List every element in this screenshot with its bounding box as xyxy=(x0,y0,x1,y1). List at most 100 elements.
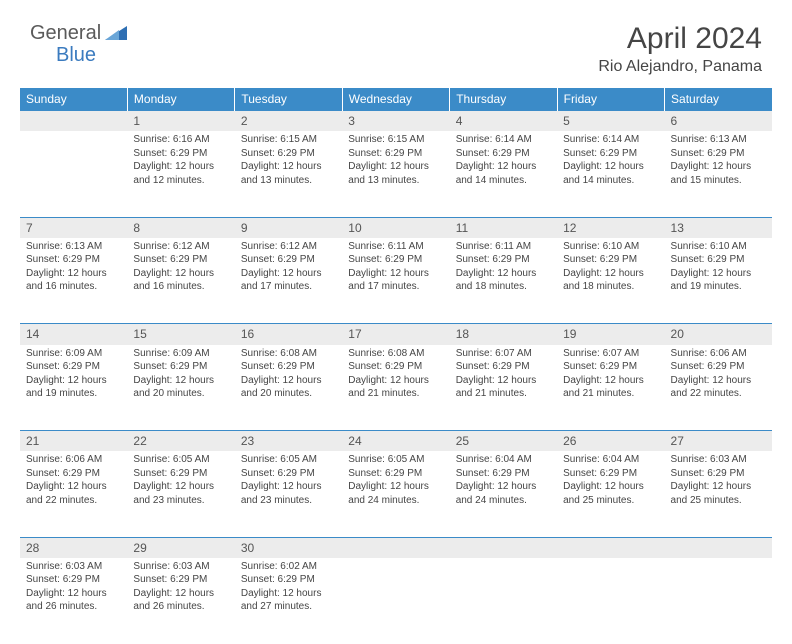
day-cell-header: . xyxy=(450,537,557,558)
day-cell-header: 26 xyxy=(557,431,664,452)
day-cell xyxy=(20,131,127,217)
day-cell: Sunrise: 6:07 AMSunset: 6:29 PMDaylight:… xyxy=(557,345,664,431)
day-cell xyxy=(665,558,772,644)
day-cell-header: 5 xyxy=(557,111,664,132)
day-number: 29 xyxy=(127,538,234,558)
sunset-text: Sunset: 6:29 PM xyxy=(348,360,443,374)
detail-row: Sunrise: 6:13 AMSunset: 6:29 PMDaylight:… xyxy=(20,238,772,324)
sunrise-text: Sunrise: 6:03 AM xyxy=(26,560,121,574)
day-cell: Sunrise: 6:16 AMSunset: 6:29 PMDaylight:… xyxy=(127,131,234,217)
day-cell-header: 19 xyxy=(557,324,664,345)
daylight-text: Daylight: 12 hours and 25 minutes. xyxy=(671,480,766,507)
day-cell-header: 11 xyxy=(450,217,557,238)
day-cell-header: 6 xyxy=(665,111,772,132)
day-cell-header: 10 xyxy=(342,217,449,238)
sunrise-text: Sunrise: 6:15 AM xyxy=(348,133,443,147)
day-cell: Sunrise: 6:08 AMSunset: 6:29 PMDaylight:… xyxy=(342,345,449,431)
day-number: 1 xyxy=(127,111,234,131)
sunrise-text: Sunrise: 6:07 AM xyxy=(456,347,551,361)
day-cell-header: 24 xyxy=(342,431,449,452)
day-cell: Sunrise: 6:15 AMSunset: 6:29 PMDaylight:… xyxy=(235,131,342,217)
day-cell-header: 14 xyxy=(20,324,127,345)
daylight-text: Daylight: 12 hours and 15 minutes. xyxy=(671,160,766,187)
day-details: Sunrise: 6:02 AMSunset: 6:29 PMDaylight:… xyxy=(235,558,342,618)
sunset-text: Sunset: 6:29 PM xyxy=(348,253,443,267)
daylight-text: Daylight: 12 hours and 12 minutes. xyxy=(133,160,228,187)
sunset-text: Sunset: 6:29 PM xyxy=(133,467,228,481)
day-cell-header: 9 xyxy=(235,217,342,238)
sunrise-text: Sunrise: 6:03 AM xyxy=(671,453,766,467)
daynum-row: 14151617181920 xyxy=(20,324,772,345)
day-number: 15 xyxy=(127,324,234,344)
daylight-text: Daylight: 12 hours and 13 minutes. xyxy=(241,160,336,187)
day-cell-header: 22 xyxy=(127,431,234,452)
day-number: 20 xyxy=(665,324,772,344)
day-number: 16 xyxy=(235,324,342,344)
day-number: 27 xyxy=(665,431,772,451)
day-cell: Sunrise: 6:09 AMSunset: 6:29 PMDaylight:… xyxy=(20,345,127,431)
day-cell: Sunrise: 6:05 AMSunset: 6:29 PMDaylight:… xyxy=(127,451,234,537)
daynum-row: 282930.... xyxy=(20,537,772,558)
day-details xyxy=(665,558,772,564)
sunset-text: Sunset: 6:29 PM xyxy=(26,573,121,587)
day-cell-header: . xyxy=(342,537,449,558)
day-header: Friday xyxy=(557,88,664,111)
day-cell: Sunrise: 6:03 AMSunset: 6:29 PMDaylight:… xyxy=(20,558,127,644)
day-cell: Sunrise: 6:08 AMSunset: 6:29 PMDaylight:… xyxy=(235,345,342,431)
day-cell-header: 23 xyxy=(235,431,342,452)
daylight-text: Daylight: 12 hours and 19 minutes. xyxy=(671,267,766,294)
sunrise-text: Sunrise: 6:16 AM xyxy=(133,133,228,147)
day-cell-header: 17 xyxy=(342,324,449,345)
day-number: 13 xyxy=(665,218,772,238)
day-number: 5 xyxy=(557,111,664,131)
day-header: Monday xyxy=(127,88,234,111)
sunset-text: Sunset: 6:29 PM xyxy=(671,147,766,161)
sunrise-text: Sunrise: 6:10 AM xyxy=(671,240,766,254)
page-header: General Blue April 2024 Rio Alejandro, P… xyxy=(0,0,792,84)
day-number: 8 xyxy=(127,218,234,238)
sunset-text: Sunset: 6:29 PM xyxy=(456,360,551,374)
day-cell: Sunrise: 6:10 AMSunset: 6:29 PMDaylight:… xyxy=(557,238,664,324)
day-cell: Sunrise: 6:07 AMSunset: 6:29 PMDaylight:… xyxy=(450,345,557,431)
daynum-row: 78910111213 xyxy=(20,217,772,238)
day-cell-header: 29 xyxy=(127,537,234,558)
day-details: Sunrise: 6:12 AMSunset: 6:29 PMDaylight:… xyxy=(127,238,234,298)
daylight-text: Daylight: 12 hours and 25 minutes. xyxy=(563,480,658,507)
day-number: 28 xyxy=(20,538,127,558)
day-number: 3 xyxy=(342,111,449,131)
sunset-text: Sunset: 6:29 PM xyxy=(348,147,443,161)
sunset-text: Sunset: 6:29 PM xyxy=(456,253,551,267)
day-details: Sunrise: 6:06 AMSunset: 6:29 PMDaylight:… xyxy=(20,451,127,511)
day-details: Sunrise: 6:11 AMSunset: 6:29 PMDaylight:… xyxy=(450,238,557,298)
sunset-text: Sunset: 6:29 PM xyxy=(456,147,551,161)
day-number: 18 xyxy=(450,324,557,344)
daylight-text: Daylight: 12 hours and 20 minutes. xyxy=(241,374,336,401)
day-cell: Sunrise: 6:03 AMSunset: 6:29 PMDaylight:… xyxy=(665,451,772,537)
logo-text-general: General xyxy=(30,22,101,45)
detail-row: Sunrise: 6:16 AMSunset: 6:29 PMDaylight:… xyxy=(20,131,772,217)
day-number: 6 xyxy=(665,111,772,131)
day-cell-header: 4 xyxy=(450,111,557,132)
sunset-text: Sunset: 6:29 PM xyxy=(26,467,121,481)
day-details: Sunrise: 6:10 AMSunset: 6:29 PMDaylight:… xyxy=(557,238,664,298)
sunrise-text: Sunrise: 6:13 AM xyxy=(26,240,121,254)
daylight-text: Daylight: 12 hours and 21 minutes. xyxy=(348,374,443,401)
sunset-text: Sunset: 6:29 PM xyxy=(26,253,121,267)
sunset-text: Sunset: 6:29 PM xyxy=(241,573,336,587)
day-cell: Sunrise: 6:11 AMSunset: 6:29 PMDaylight:… xyxy=(342,238,449,324)
day-details: Sunrise: 6:03 AMSunset: 6:29 PMDaylight:… xyxy=(20,558,127,618)
day-cell-header: 12 xyxy=(557,217,664,238)
daylight-text: Daylight: 12 hours and 14 minutes. xyxy=(563,160,658,187)
sunset-text: Sunset: 6:29 PM xyxy=(563,360,658,374)
day-cell: Sunrise: 6:11 AMSunset: 6:29 PMDaylight:… xyxy=(450,238,557,324)
sunset-text: Sunset: 6:29 PM xyxy=(26,360,121,374)
sunrise-text: Sunrise: 6:11 AM xyxy=(348,240,443,254)
daylight-text: Daylight: 12 hours and 26 minutes. xyxy=(26,587,121,614)
sunset-text: Sunset: 6:29 PM xyxy=(133,360,228,374)
sunrise-text: Sunrise: 6:14 AM xyxy=(563,133,658,147)
sunrise-text: Sunrise: 6:08 AM xyxy=(348,347,443,361)
day-header: Sunday xyxy=(20,88,127,111)
day-header-row: Sunday Monday Tuesday Wednesday Thursday… xyxy=(20,88,772,111)
sunset-text: Sunset: 6:29 PM xyxy=(563,253,658,267)
sunrise-text: Sunrise: 6:03 AM xyxy=(133,560,228,574)
